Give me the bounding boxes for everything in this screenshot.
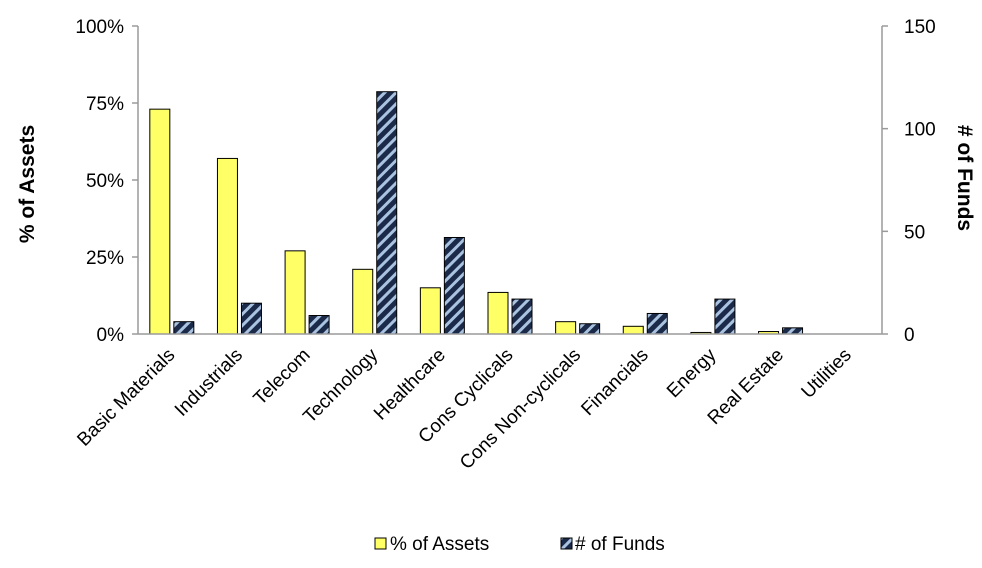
category-label: Utilities <box>798 345 856 403</box>
left-tick-label: 25% <box>86 248 124 269</box>
bar-pct-assets <box>352 268 374 335</box>
legend-label-pct-assets: % of Assets <box>390 534 489 555</box>
bar-num-funds <box>443 236 465 335</box>
bar-pct-assets <box>487 291 509 335</box>
bar-pct-assets <box>149 108 171 335</box>
category-label: Energy <box>663 344 721 402</box>
legend-swatch-num-funds <box>560 537 573 550</box>
category-label: Cons Non-cyclicals <box>456 345 585 474</box>
category-label: Basic Materials <box>73 345 179 451</box>
legend-label-num-funds: # of Funds <box>575 534 665 555</box>
bar-pct-assets <box>419 287 441 335</box>
bar-pct-assets <box>216 157 238 335</box>
bar-num-funds <box>308 315 330 335</box>
left-tick-label: 0% <box>97 325 125 346</box>
bar-num-funds <box>646 312 668 335</box>
bar-num-funds <box>240 302 262 335</box>
category-label: Financials <box>577 345 652 420</box>
bar-num-funds <box>376 91 398 335</box>
bar-num-funds <box>782 327 804 335</box>
right-tick-label: 50 <box>904 222 925 243</box>
plot-area <box>149 91 804 335</box>
left-tick-label: 50% <box>86 171 124 192</box>
right-tick-label: 100 <box>904 120 936 141</box>
category-label: Industrials <box>171 345 247 421</box>
legend: % of Assets # of Funds <box>374 534 665 555</box>
bar-num-funds <box>579 323 601 335</box>
left-tick-label: 100% <box>75 17 124 38</box>
category-label: Technology <box>299 344 382 427</box>
left-tick-label: 75% <box>86 94 124 115</box>
axes: 0% 25% 50% 75% 100% 0 50 100 150 <box>75 17 935 346</box>
bar-num-funds <box>511 298 533 335</box>
bar-pct-assets <box>284 250 306 335</box>
y2-axis-title: # of Funds <box>953 125 976 231</box>
right-tick-label: 150 <box>904 17 936 38</box>
y-axis-title: % of Assets <box>16 125 39 243</box>
bar-num-funds <box>714 298 736 335</box>
category-label: Telecom <box>250 345 315 410</box>
right-tick-label: 0 <box>904 325 915 346</box>
bar-num-funds <box>173 321 195 335</box>
legend-swatch-pct-assets <box>374 537 387 550</box>
bar-pct-assets <box>555 321 577 335</box>
bar-pct-assets <box>622 325 644 335</box>
